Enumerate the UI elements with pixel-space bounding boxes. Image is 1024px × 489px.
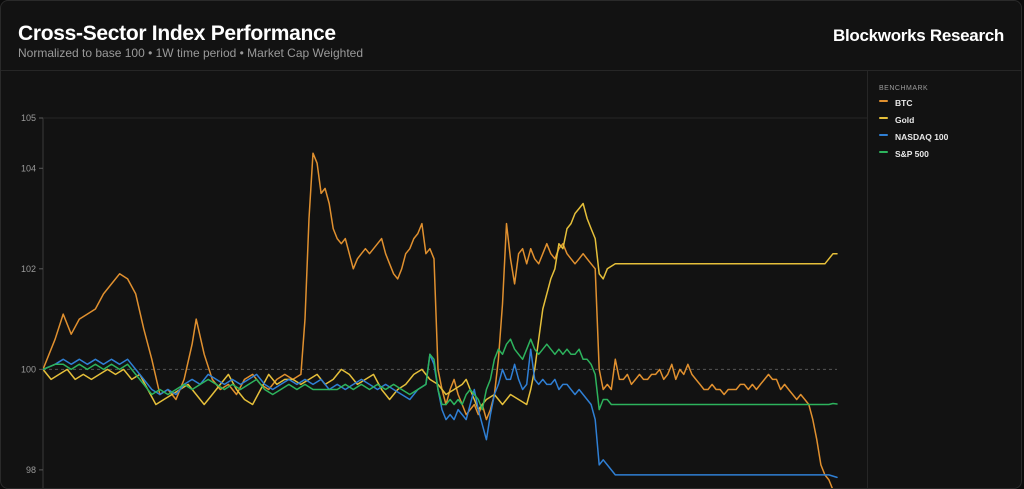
y-tick-label: 104	[21, 163, 36, 173]
legend-swatch	[879, 134, 888, 136]
legend-item-sp-500[interactable]: S&P 500	[879, 149, 1009, 166]
y-tick-label: 98	[26, 465, 36, 475]
series-line-s-p-500	[43, 338, 838, 411]
y-tick-label: 102	[21, 264, 36, 274]
legend-item-nasdaq-100[interactable]: NASDAQ 100	[879, 132, 1009, 149]
series-line-btc	[43, 152, 833, 488]
legend-label: BTC	[895, 98, 913, 108]
y-tick-label: 105	[21, 113, 36, 123]
legend-swatch	[879, 117, 888, 119]
legend-label: S&P 500	[895, 149, 929, 159]
legend-item-btc[interactable]: BTC	[879, 98, 1009, 115]
legend: BENCHMARK BTC Gold NASDAQ 100 S&P 500	[879, 85, 1009, 166]
legend-title: BENCHMARK	[879, 85, 929, 92]
chart-subtitle: Normalized to base 100 • 1W time period …	[18, 46, 364, 60]
legend-item-gold[interactable]: Gold	[879, 115, 1009, 132]
chart-title: Cross-Sector Index Performance	[18, 22, 336, 45]
legend-label: Gold	[895, 115, 915, 125]
y-tick-label: 100	[21, 364, 36, 374]
line-chart: 98 100 102 104 105	[21, 113, 867, 488]
series-line-nasdaq-100	[43, 348, 838, 479]
legend-divider	[867, 70, 868, 488]
chart-header: Cross-Sector Index Performance Normalize…	[1, 1, 1021, 71]
brand-logo-text: Blockworks Research	[833, 26, 1004, 45]
legend-swatch	[879, 151, 888, 153]
legend-label: NASDAQ 100	[895, 132, 949, 142]
legend-swatch	[879, 100, 888, 102]
